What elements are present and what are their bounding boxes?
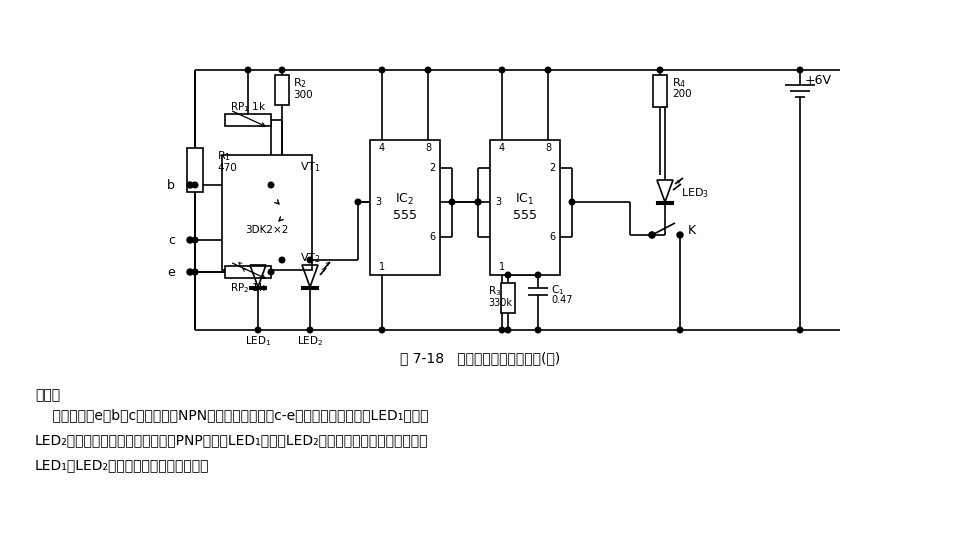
Text: 1: 1 <box>379 262 385 272</box>
Text: K: K <box>688 224 696 237</box>
Bar <box>222 155 312 270</box>
Bar <box>225 266 271 278</box>
Circle shape <box>187 237 193 243</box>
Bar <box>250 287 266 288</box>
Text: LED₁、LED₂或全亮、或全不亮的现象。: LED₁、LED₂或全亮、或全不亮的现象。 <box>35 458 209 472</box>
Text: 2: 2 <box>549 163 555 173</box>
Circle shape <box>658 67 662 73</box>
Text: RP$_1$ 1k: RP$_1$ 1k <box>229 100 266 114</box>
Circle shape <box>649 232 655 238</box>
Text: 将管子插入e、b、c插座，设为NPN型，由于被测管的c-e间存在饱和压降，若LED₁发光，: 将管子插入e、b、c插座，设为NPN型，由于被测管的c-e间存在饱和压降，若LE… <box>35 408 428 422</box>
Text: 330k: 330k <box>488 298 512 308</box>
Circle shape <box>499 327 505 333</box>
Circle shape <box>187 269 193 275</box>
Text: +6V: +6V <box>805 73 832 86</box>
Text: b: b <box>167 179 175 192</box>
Circle shape <box>505 272 511 278</box>
Circle shape <box>268 182 274 188</box>
Text: R$_4$: R$_4$ <box>672 76 686 90</box>
Text: 470: 470 <box>217 163 237 173</box>
Text: R$_3$: R$_3$ <box>488 284 501 298</box>
Circle shape <box>536 272 540 278</box>
Circle shape <box>677 327 683 333</box>
Text: 4: 4 <box>379 143 385 153</box>
Text: RP$_2$ 1k: RP$_2$ 1k <box>229 281 266 295</box>
Text: 8: 8 <box>545 143 551 153</box>
Circle shape <box>255 327 261 333</box>
Bar <box>490 140 560 275</box>
Text: R$_1$: R$_1$ <box>217 149 231 163</box>
Bar <box>653 75 667 107</box>
Text: 3: 3 <box>495 197 501 207</box>
Circle shape <box>307 327 313 333</box>
Bar <box>370 140 440 275</box>
Circle shape <box>192 182 198 188</box>
Text: LED$_3$: LED$_3$ <box>681 186 709 200</box>
Text: 3: 3 <box>375 197 381 207</box>
Circle shape <box>475 199 481 205</box>
Bar <box>275 75 289 105</box>
Text: c: c <box>168 233 175 247</box>
Text: 1: 1 <box>499 262 505 272</box>
Circle shape <box>425 67 431 73</box>
Circle shape <box>245 67 251 73</box>
Circle shape <box>499 67 505 73</box>
Text: R$_2$: R$_2$ <box>293 76 307 90</box>
Circle shape <box>379 67 385 73</box>
Text: 555: 555 <box>513 209 537 222</box>
Bar <box>302 287 318 288</box>
Text: 4: 4 <box>499 143 505 153</box>
Text: VT$_1$: VT$_1$ <box>300 160 321 174</box>
Circle shape <box>545 67 551 73</box>
Text: 2: 2 <box>429 163 435 173</box>
Text: 电路。: 电路。 <box>35 388 60 402</box>
Text: LED₂不亮，说明管子是好的；若为PNP型，则LED₁不亮，LED₂发光。对于坏的管子，会出现: LED₂不亮，说明管子是好的；若为PNP型，则LED₁不亮，LED₂发光。对于坏… <box>35 433 428 447</box>
Circle shape <box>797 327 803 333</box>
Text: 8: 8 <box>425 143 431 153</box>
Text: LED$_2$: LED$_2$ <box>297 334 324 348</box>
Text: 图 7-18   三极管好坏判别器电路(二): 图 7-18 三极管好坏判别器电路(二) <box>400 351 560 365</box>
Circle shape <box>279 67 285 73</box>
Text: 555: 555 <box>393 209 417 222</box>
Circle shape <box>192 269 198 275</box>
Text: 6: 6 <box>549 232 555 242</box>
Text: 200: 200 <box>672 89 691 99</box>
Circle shape <box>307 257 313 263</box>
Text: C$_1$: C$_1$ <box>551 283 564 297</box>
Circle shape <box>449 199 455 205</box>
Bar <box>187 148 203 192</box>
Circle shape <box>279 257 285 263</box>
Circle shape <box>475 199 481 205</box>
Circle shape <box>649 232 655 238</box>
Circle shape <box>355 199 361 205</box>
Text: 300: 300 <box>293 90 313 100</box>
Text: IC$_1$: IC$_1$ <box>516 192 535 206</box>
Circle shape <box>192 269 198 275</box>
Text: LED$_1$: LED$_1$ <box>245 334 272 348</box>
Bar <box>657 202 673 204</box>
Circle shape <box>187 182 193 188</box>
Text: 6: 6 <box>429 232 435 242</box>
Bar <box>225 114 271 126</box>
Bar <box>501 283 515 313</box>
Circle shape <box>379 327 385 333</box>
Text: 3DK2×2: 3DK2×2 <box>246 225 289 235</box>
Circle shape <box>569 199 575 205</box>
Text: 0.47: 0.47 <box>551 295 572 305</box>
Circle shape <box>268 269 274 275</box>
Text: e: e <box>167 266 175 279</box>
Circle shape <box>192 237 198 243</box>
Text: VT$_2$: VT$_2$ <box>300 251 321 265</box>
Circle shape <box>677 232 683 238</box>
Circle shape <box>505 327 511 333</box>
Text: IC$_2$: IC$_2$ <box>396 192 415 206</box>
Circle shape <box>536 327 540 333</box>
Circle shape <box>797 67 803 73</box>
